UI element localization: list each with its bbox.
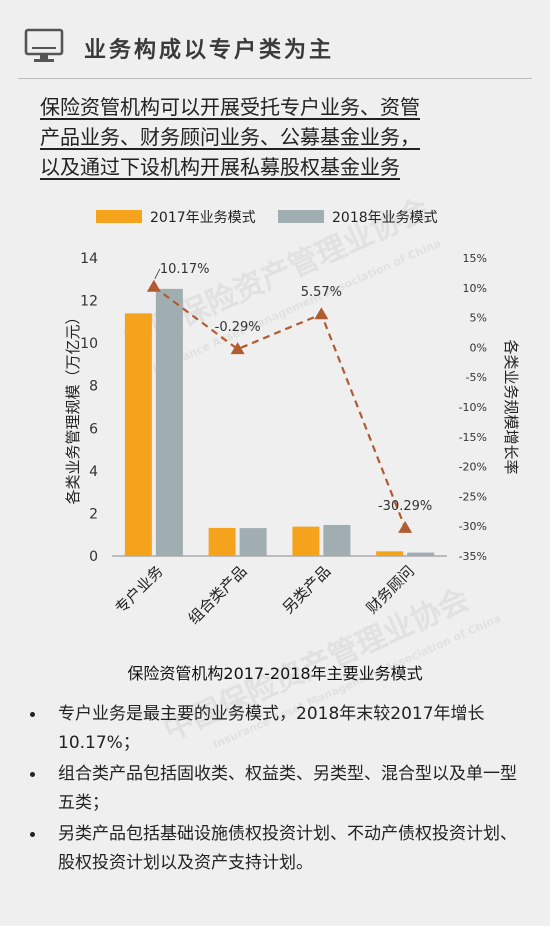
- bar: [124, 313, 152, 556]
- growth-marker: [398, 520, 413, 533]
- data-label: -0.29%: [215, 320, 261, 335]
- x-tick-label: 财务顾问: [363, 562, 418, 617]
- y-tick-label: 8: [89, 379, 98, 395]
- y-right-axis-title: 各类业务规模增长率: [502, 339, 520, 474]
- y-tick-label: 4: [89, 464, 98, 480]
- section-header: 业务构成以专户类为主: [18, 18, 532, 79]
- y-right-tick-label: -35%: [459, 550, 487, 563]
- bar: [155, 288, 183, 556]
- bullet-item: 组合类产品包括固收类、权益类、另类型、混合型以及单一型五类；: [28, 760, 528, 818]
- lead-line: 以及通过下设机构开展私募股权基金业务: [40, 155, 400, 179]
- data-label: 10.17%: [160, 262, 210, 277]
- chart-legend: 2017年业务模式 2018年业务模式: [96, 210, 438, 226]
- growth-marker: [314, 307, 329, 320]
- x-tick-label: 专户业务: [112, 562, 167, 617]
- y-right-tick-label: 5%: [470, 312, 487, 325]
- y-tick-label: 14: [80, 251, 98, 267]
- bar: [208, 527, 236, 556]
- bullet-item: 专户业务是最主要的业务模式，2018年末较2017年增长10.17%；: [28, 700, 528, 758]
- y-right-tick-label: -20%: [459, 461, 487, 474]
- legend-label: 2018年业务模式: [332, 210, 438, 226]
- legend-swatch: [96, 210, 142, 223]
- growth-line: 10.17% -0.29% 5.57% -30.29%: [146, 262, 432, 533]
- y-right-tick-label: -30%: [459, 520, 487, 533]
- bullet-list: 专户业务是最主要的业务模式，2018年末较2017年增长10.17%； 组合类产…: [28, 700, 528, 880]
- bar: [376, 551, 404, 556]
- data-label-leader: [154, 268, 161, 280]
- bullet-text: 另类产品包括基础设施债权投资计划、不动产债权投资计划、股权投资计划以及资产支持计…: [58, 824, 517, 873]
- lead-paragraph: 保险资管机构可以开展受托专户业务、资管 产品业务、财务顾问业务、公募基金业务， …: [40, 92, 520, 182]
- chart-title: 保险资管机构2017-2018年主要业务模式: [127, 664, 423, 683]
- growth-marker: [230, 342, 245, 355]
- y-tick-label: 2: [89, 506, 98, 522]
- chart-bars: [124, 288, 435, 556]
- growth-line-path: [153, 285, 407, 529]
- y-right-tick-label: -25%: [459, 490, 487, 503]
- bullet-dot: [30, 712, 35, 717]
- business-mode-chart: 2017年业务模式 2018年业务模式 0 2 4 6 8 10 12 14 -35% -30% -2…: [64, 210, 520, 628]
- y-right-tick-label: -10%: [459, 401, 487, 414]
- bar: [292, 526, 320, 556]
- bar: [239, 528, 267, 556]
- x-tick-label: 另类产品: [279, 562, 334, 617]
- legend-label: 2017年业务模式: [150, 210, 256, 226]
- bullet-dot: [30, 772, 35, 777]
- y-tick-label: 10: [80, 336, 98, 352]
- y-right-tick-label: 10%: [463, 282, 487, 295]
- monitor-icon: [24, 28, 64, 62]
- legend-swatch: [278, 210, 324, 223]
- data-label: -30.29%: [378, 499, 432, 514]
- header-divider: [18, 78, 532, 79]
- y-tick-label: 12: [80, 294, 98, 310]
- y-right-tick-label: -5%: [466, 371, 487, 384]
- bar: [323, 524, 351, 556]
- bar: [407, 552, 435, 556]
- lead-line: 产品业务、财务顾问业务、公募基金业务，: [40, 125, 420, 149]
- y-tick-label: 0: [89, 549, 98, 565]
- data-label: 5.57%: [301, 285, 342, 300]
- bullet-item: 另类产品包括基础设施债权投资计划、不动产债权投资计划、股权投资计划以及资产支持计…: [28, 820, 528, 878]
- bullet-dot: [30, 832, 35, 837]
- y-axis-title: 各类业务管理规模（万亿元）: [64, 309, 82, 504]
- growth-marker: [146, 279, 161, 292]
- section-title: 业务构成以专户类为主: [84, 38, 335, 63]
- bullet-text: 专户业务是最主要的业务模式，2018年末较2017年增长10.17%；: [58, 704, 485, 753]
- y-right-tick-label: 15%: [463, 252, 487, 265]
- y-tick-label: 6: [89, 421, 98, 437]
- y-right-tick-label: 0%: [470, 341, 487, 354]
- y-right-tick-label: -15%: [459, 431, 487, 444]
- x-tick-label: 组合类产品: [185, 562, 251, 628]
- lead-line: 保险资管机构可以开展受托专户业务、资管: [40, 95, 420, 119]
- bullet-text: 组合类产品包括固收类、权益类、另类型、混合型以及单一型五类；: [58, 764, 517, 813]
